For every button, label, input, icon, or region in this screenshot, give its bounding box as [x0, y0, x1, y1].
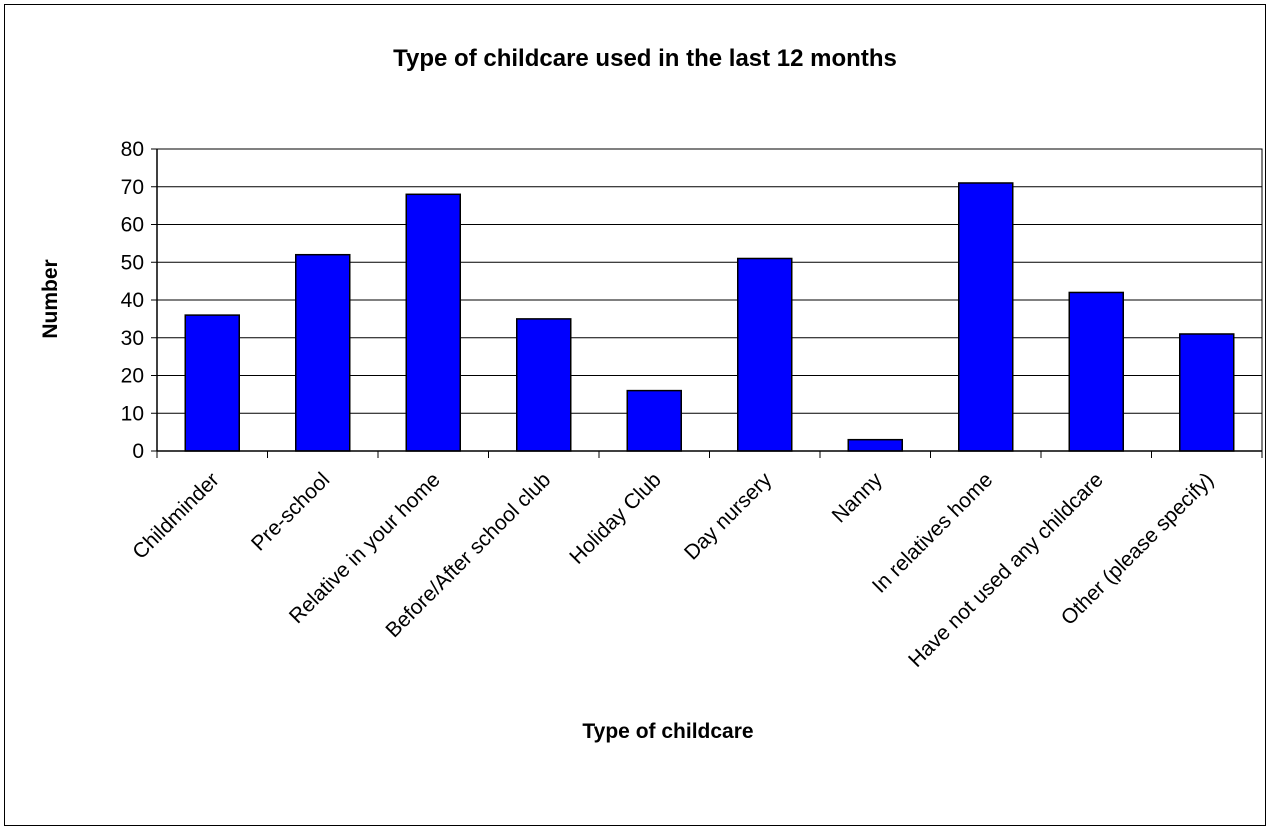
y-tick-label: 70	[121, 176, 144, 199]
x-tick-label: Pre-school	[247, 468, 334, 555]
x-axis-title: Type of childcare	[582, 720, 753, 743]
y-axis-title: Number	[39, 259, 62, 338]
bar	[958, 182, 1014, 452]
x-tick-label: Have not used any childcare	[904, 468, 1108, 672]
chart-title: Type of childcare used in the last 12 mo…	[393, 45, 897, 72]
y-tick-label: 30	[121, 327, 144, 350]
bar	[184, 314, 240, 452]
x-tick-label: In relatives home	[868, 468, 997, 597]
bar	[295, 253, 351, 452]
y-tick-label: 80	[121, 138, 144, 161]
bar	[516, 318, 572, 452]
x-tick-label: Holiday Club	[565, 468, 665, 568]
bar	[1068, 291, 1124, 452]
bar	[405, 193, 461, 452]
y-tick-label: 20	[121, 365, 144, 388]
bar	[626, 389, 682, 452]
bar	[1179, 333, 1235, 452]
bar	[737, 257, 793, 452]
x-tick-label: Nanny	[828, 468, 888, 528]
x-tick-label: Childminder	[128, 468, 223, 563]
y-tick-label: 10	[121, 402, 144, 425]
y-tick-label: 40	[121, 289, 144, 312]
y-tick-label: 0	[132, 440, 144, 463]
y-tick-label: 60	[121, 214, 144, 237]
y-tick-label: 50	[121, 251, 144, 274]
x-tick-label: Day nursery	[680, 468, 777, 565]
bar	[847, 438, 903, 452]
